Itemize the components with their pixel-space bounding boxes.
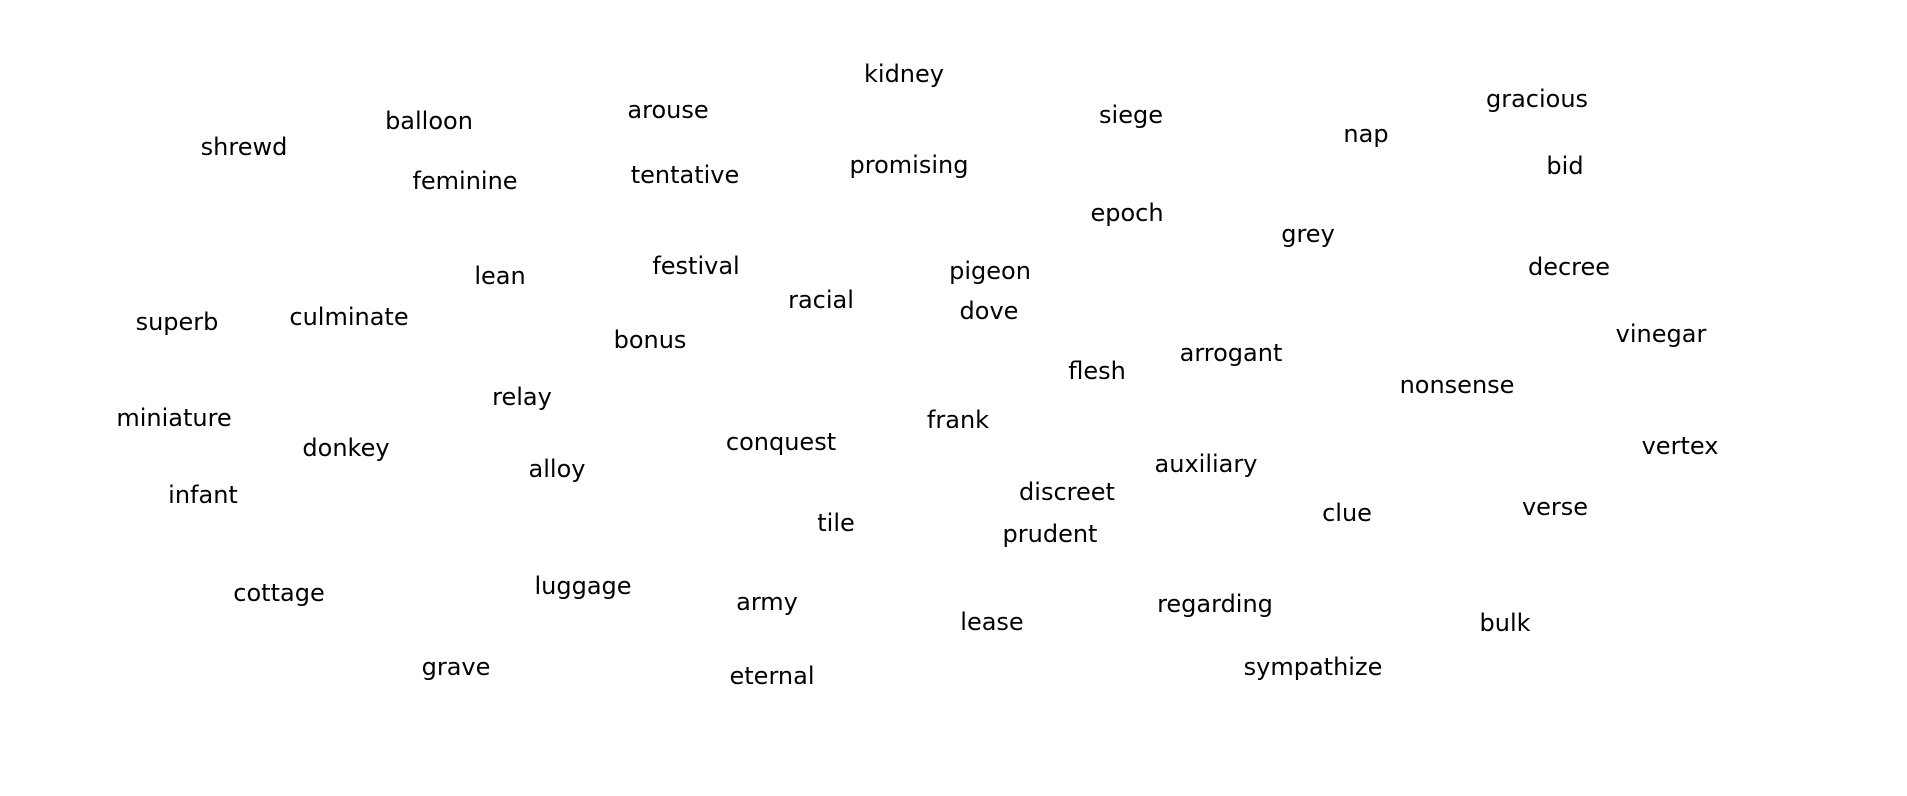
word-item: racial xyxy=(788,286,854,314)
word-item: siege xyxy=(1099,101,1163,129)
word-item: alloy xyxy=(528,455,586,483)
word-item: frank xyxy=(926,406,990,434)
word-item: shrewd xyxy=(200,133,288,161)
word-item: donkey xyxy=(302,434,390,462)
word-item: clue xyxy=(1322,499,1372,527)
word-item: nap xyxy=(1343,120,1389,148)
word-item: superb xyxy=(135,308,219,336)
word-item: balloon xyxy=(385,107,473,135)
word-item: vertex xyxy=(1641,432,1719,460)
word-item: verse xyxy=(1521,493,1589,521)
word-item: lean xyxy=(474,262,526,290)
word-item: lease xyxy=(960,608,1024,636)
word-item: grave xyxy=(421,653,491,681)
word-item: conquest xyxy=(725,428,837,456)
word-item: bid xyxy=(1546,152,1584,180)
word-item: tile xyxy=(817,509,855,537)
word-item: eternal xyxy=(729,662,815,690)
word-item: kidney xyxy=(864,60,944,88)
word-item: cottage xyxy=(233,579,325,607)
word-item: culminate xyxy=(289,303,409,331)
word-item: infant xyxy=(168,481,238,509)
word-item: pigeon xyxy=(949,257,1031,285)
word-item: dove xyxy=(959,297,1019,325)
word-item: flesh xyxy=(1068,357,1126,385)
word-item: feminine xyxy=(412,167,518,195)
word-item: arouse xyxy=(627,96,709,124)
word-item: bonus xyxy=(613,326,687,354)
word-item: festival xyxy=(652,252,740,280)
word-item: epoch xyxy=(1090,199,1164,227)
word-item: luggage xyxy=(534,572,632,600)
word-item: miniature xyxy=(116,404,232,432)
word-item: regarding xyxy=(1157,590,1273,618)
word-item: grey xyxy=(1281,220,1335,248)
word-item: relay xyxy=(492,383,552,411)
word-item: discreet xyxy=(1019,478,1115,506)
word-item: tentative xyxy=(630,161,740,189)
word-item: decree xyxy=(1527,253,1611,281)
word-item: sympathize xyxy=(1243,653,1383,681)
word-item: prudent xyxy=(1002,520,1098,548)
word-item: vinegar xyxy=(1615,320,1707,348)
word-item: gracious xyxy=(1485,85,1589,113)
word-item: nonsense xyxy=(1399,371,1515,399)
word-item: army xyxy=(736,588,798,616)
word-item: arrogant xyxy=(1179,339,1283,367)
word-item: auxiliary xyxy=(1154,450,1258,478)
word-item: promising xyxy=(849,151,969,179)
word-item: bulk xyxy=(1479,609,1531,637)
